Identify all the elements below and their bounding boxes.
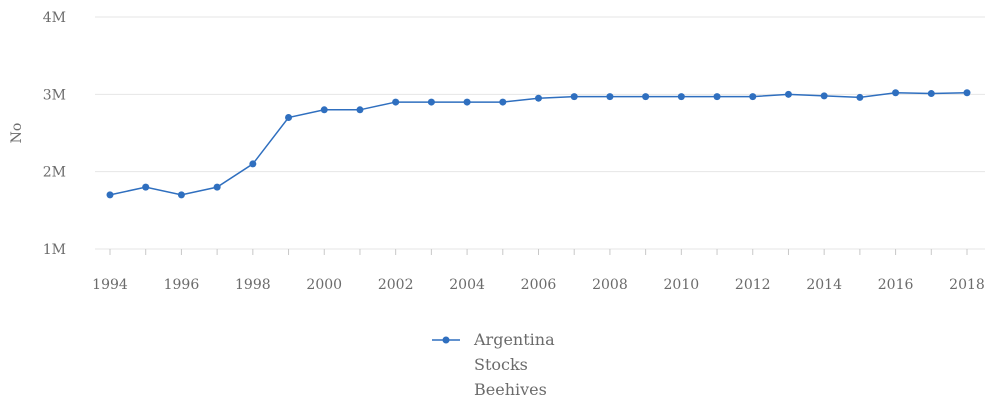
- data-point[interactable]: [499, 98, 507, 106]
- x-tick-label: 2000: [306, 277, 342, 293]
- x-tick-label: 2018: [949, 277, 985, 293]
- data-point[interactable]: [177, 191, 185, 199]
- data-point[interactable]: [892, 89, 900, 97]
- x-tick-label: 2008: [592, 277, 628, 293]
- data-point[interactable]: [820, 92, 828, 100]
- series-line: [109, 92, 968, 196]
- legend-label-line-3: Beehives: [474, 380, 547, 399]
- data-point[interactable]: [927, 90, 935, 98]
- data-point[interactable]: [570, 93, 578, 101]
- x-tick-label: 1998: [235, 277, 271, 293]
- data-point[interactable]: [285, 114, 293, 122]
- x-axis-ticks: [109, 249, 968, 255]
- x-tick-label: 1996: [164, 277, 200, 293]
- x-tick-label: 2006: [521, 277, 557, 293]
- data-point[interactable]: [535, 94, 542, 102]
- data-point[interactable]: [320, 106, 328, 114]
- series-argentina: [106, 89, 971, 199]
- data-point[interactable]: [856, 93, 864, 101]
- legend-label-line-2: Stocks: [474, 355, 528, 374]
- y-tick-label: 3M: [43, 87, 66, 103]
- data-point[interactable]: [784, 90, 792, 98]
- legend-marker: [442, 336, 450, 344]
- data-point[interactable]: [713, 93, 721, 101]
- x-axis-tick-labels: 1994 1996 1998 2000 2002 2004 2006 2008 2010 2012…: [92, 277, 985, 293]
- x-tick-label: 2012: [735, 277, 771, 293]
- legend-label-line-1: Argentina: [473, 330, 555, 349]
- y-tick-label: 1M: [43, 242, 66, 258]
- x-tick-label: 2010: [664, 277, 700, 293]
- x-tick-label: 2014: [806, 277, 842, 293]
- x-tick-label: 2016: [878, 277, 914, 293]
- data-point[interactable]: [749, 93, 757, 101]
- x-tick-label: 2004: [449, 277, 485, 293]
- y-tick-label: 2M: [43, 165, 66, 181]
- data-point[interactable]: [213, 183, 221, 191]
- data-point[interactable]: [249, 160, 257, 168]
- data-point[interactable]: [427, 98, 435, 106]
- data-point[interactable]: [463, 98, 471, 106]
- x-tick-label: 2002: [378, 277, 414, 293]
- data-point[interactable]: [142, 183, 150, 191]
- y-axis-title: No: [9, 123, 25, 144]
- grid-lines: [95, 16, 985, 250]
- data-point[interactable]: [677, 93, 685, 101]
- data-point[interactable]: [642, 93, 650, 101]
- y-axis-tick-labels: 1M 2M 3M 4M: [43, 10, 66, 258]
- data-point[interactable]: [106, 191, 114, 199]
- y-tick-label: 4M: [43, 10, 66, 26]
- data-point[interactable]: [963, 89, 971, 97]
- data-point[interactable]: [392, 98, 400, 106]
- legend[interactable]: Argentina Stocks Beehives: [432, 330, 555, 399]
- x-tick-label: 1994: [92, 277, 128, 293]
- data-point[interactable]: [356, 106, 364, 114]
- data-point[interactable]: [606, 93, 614, 101]
